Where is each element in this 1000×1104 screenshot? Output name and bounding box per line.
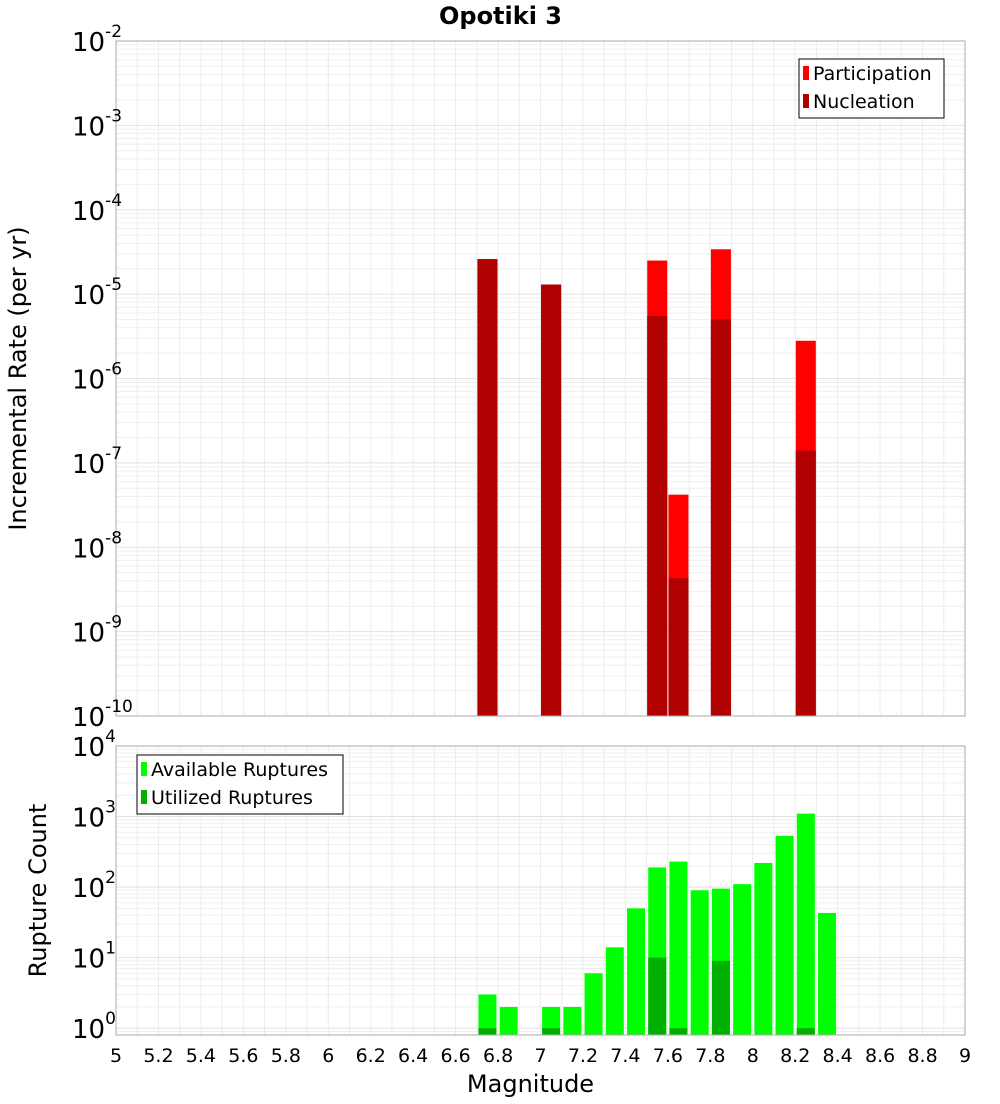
y-tick-label: 104 <box>72 727 116 763</box>
legend-label: Nucleation <box>813 91 915 113</box>
bar <box>478 1028 497 1035</box>
y-tick-label: 10-7 <box>72 444 122 480</box>
bar <box>499 1006 518 1035</box>
plot-frame <box>115 745 966 1036</box>
series-available-ruptures <box>478 813 837 1035</box>
bar <box>668 578 689 716</box>
x-tick-label: 7.2 <box>568 1045 598 1067</box>
x-tick-label: 8.2 <box>780 1045 810 1067</box>
legend-box <box>136 754 344 815</box>
y-tick-label: 10-9 <box>72 613 122 649</box>
x-tick-label: 7.4 <box>610 1045 640 1067</box>
chart-panel-1: 10-10 10-9 10-8 10-7 10-6 10-5 10-4 10-3 10-2 Inc… <box>4 2 966 733</box>
bar <box>542 1028 561 1035</box>
legend-swatch <box>141 790 147 804</box>
y-tick-label: 10-6 <box>72 360 122 396</box>
legend-label: Participation <box>813 63 932 85</box>
bar <box>627 908 646 1035</box>
legend: Participation Nucleation <box>798 58 945 119</box>
y-tick-labels: 100 101 102 103 104 <box>72 727 116 1045</box>
chart-title: Opotiki 3 <box>439 2 562 30</box>
y-tick-label: 101 <box>72 939 116 975</box>
x-tick-label: 5.2 <box>143 1045 173 1067</box>
x-tick-label: 5.8 <box>271 1045 301 1067</box>
y-tick-label: 103 <box>72 798 116 834</box>
bar <box>754 862 773 1035</box>
y-axis-label: Rupture Count <box>24 804 52 978</box>
series-utilized-ruptures <box>478 957 815 1035</box>
x-tick-label: 8 <box>747 1045 759 1067</box>
bar <box>690 890 709 1035</box>
legend-label: Available Ruptures <box>151 759 328 781</box>
y-axis-label: Incremental Rate (per yr) <box>4 226 32 530</box>
bar <box>796 813 815 1035</box>
bar <box>542 1006 561 1035</box>
y-tick-label: 10-2 <box>72 22 122 58</box>
x-tick-label: 5.6 <box>228 1045 258 1067</box>
plot-frame <box>115 40 966 717</box>
x-tick-label: 8.8 <box>907 1045 937 1067</box>
bar <box>775 835 794 1035</box>
bar <box>647 316 668 716</box>
bar <box>818 912 837 1035</box>
legend: Available Ruptures Utilized Ruptures <box>136 754 344 815</box>
x-tick-label: 6.8 <box>483 1045 513 1067</box>
y-tick-label: 10-5 <box>72 275 122 311</box>
x-tick-label: 7.6 <box>653 1045 683 1067</box>
bar <box>478 994 497 1035</box>
x-tick-label: 7 <box>534 1045 546 1067</box>
x-tick-label: 5 <box>110 1045 122 1067</box>
bar <box>796 1028 815 1035</box>
chart-panel-2: 100 101 102 103 104 Rupture Count 5 5.2 5.4 5.6 5.… <box>24 727 971 1098</box>
grid-lines <box>115 40 966 717</box>
bar <box>541 284 562 716</box>
bar <box>669 861 688 1035</box>
bar <box>711 960 730 1035</box>
x-tick-labels: 5 5.2 5.4 5.6 5.8 6 6.2 6.4 6.6 6.8 7 7.2 7.4 7.6 7.8 8… <box>110 1045 971 1067</box>
x-tick-label: 6.2 <box>356 1045 386 1067</box>
y-tick-label: 100 <box>72 1009 116 1045</box>
bar <box>648 957 667 1035</box>
y-tick-labels: 10-10 10-9 10-8 10-7 10-6 10-5 10-4 10-3 10-2 <box>72 22 133 733</box>
y-tick-label: 10-10 <box>72 697 133 733</box>
x-tick-label: 8.6 <box>865 1045 895 1067</box>
y-tick-label: 10-4 <box>72 191 122 227</box>
bar <box>795 450 816 716</box>
y-tick-label: 102 <box>72 868 116 904</box>
x-tick-label: 6 <box>322 1045 334 1067</box>
legend-swatch <box>803 66 809 80</box>
y-tick-label: 10-3 <box>72 106 122 142</box>
x-tick-label: 8.4 <box>823 1045 853 1067</box>
bar <box>710 319 731 716</box>
bar <box>584 973 603 1035</box>
y-tick-label: 10-8 <box>72 528 122 564</box>
bar <box>605 947 624 1035</box>
legend-label: Utilized Ruptures <box>151 787 313 809</box>
x-tick-label: 5.4 <box>186 1045 216 1067</box>
x-tick-label: 6.6 <box>440 1045 470 1067</box>
bar <box>669 1028 688 1035</box>
x-tick-label: 6.4 <box>398 1045 428 1067</box>
x-tick-label: 7.8 <box>695 1045 725 1067</box>
legend-box <box>798 58 945 119</box>
series-nucleation <box>477 259 816 716</box>
bar <box>477 259 498 716</box>
bar <box>563 1006 582 1035</box>
legend-swatch <box>141 762 147 776</box>
legend-swatch <box>803 94 809 108</box>
x-tick-label: 9 <box>959 1045 971 1067</box>
x-axis-label: Magnitude <box>467 1070 594 1098</box>
bar <box>733 884 752 1035</box>
